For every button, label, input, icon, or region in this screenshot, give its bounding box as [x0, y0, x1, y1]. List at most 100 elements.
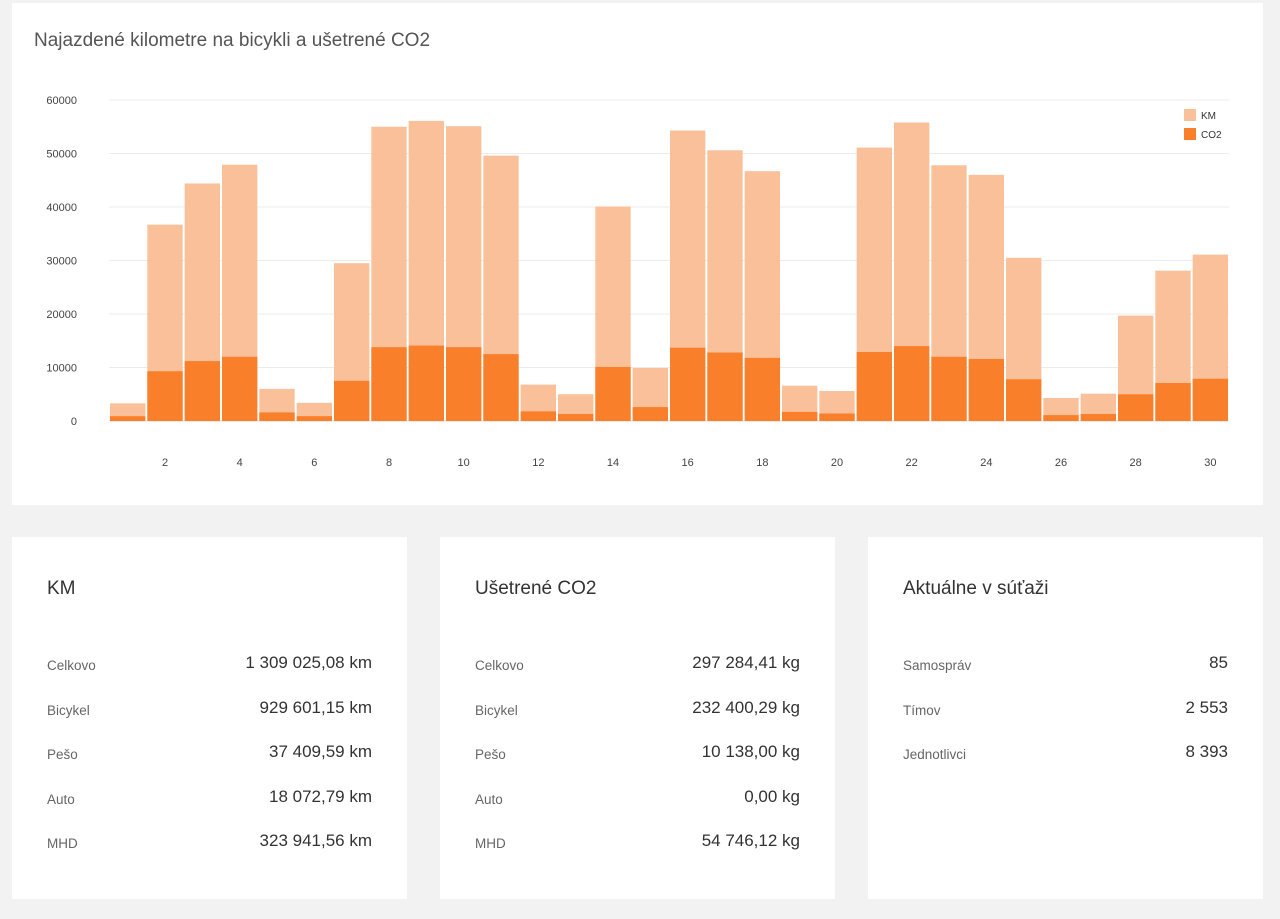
- km-row-car: Auto 18 072,79 km: [47, 787, 372, 811]
- km-row-bike: Bicykel 929 601,15 km: [47, 698, 372, 722]
- bar-co2: [222, 356, 258, 421]
- stat-value: 18 072,79 km: [268, 787, 372, 806]
- co2-row-bike: Bicykel 232 400,29 kg: [475, 698, 800, 722]
- chart-title: Najazdené kilometre na bicykli a ušetren…: [34, 30, 431, 51]
- bar-co2: [819, 413, 855, 421]
- co2-card-title: Ušetrené CO2: [475, 578, 597, 599]
- bar-co2: [931, 356, 967, 421]
- bar-co2: [632, 407, 668, 421]
- legend-swatch: [1184, 109, 1196, 121]
- bar-co2: [184, 361, 220, 421]
- x-tick-label: 22: [906, 457, 918, 469]
- bar-co2: [1155, 383, 1191, 421]
- x-tick-label: 10: [458, 457, 470, 469]
- stat-label: Auto: [47, 792, 75, 807]
- km-card-title: KM: [47, 578, 76, 599]
- bar-co2: [782, 411, 818, 421]
- legend-label: CO2: [1201, 130, 1222, 141]
- stat-label: Auto: [475, 792, 503, 807]
- legend-label: KM: [1201, 111, 1216, 122]
- y-tick-label: 0: [71, 416, 77, 428]
- bar-co2: [334, 380, 370, 421]
- stat-label: Bicykel: [475, 703, 518, 718]
- contest-card: Aktuálne v súťaži Samospráv 85 Tímov 2 5…: [868, 537, 1263, 899]
- co2-row-car: Auto 0,00 kg: [475, 787, 800, 811]
- bar-co2: [259, 412, 295, 421]
- bar-co2: [707, 352, 743, 421]
- bar-co2: [1118, 394, 1154, 421]
- y-tick-label: 20000: [46, 309, 77, 321]
- stat-label: Pešo: [47, 747, 78, 762]
- bar-co2: [147, 371, 183, 421]
- x-tick-label: 28: [1130, 457, 1142, 469]
- x-tick-label: 6: [311, 457, 317, 469]
- x-tick-label: 16: [682, 457, 694, 469]
- km-card: KM Celkovo 1 309 025,08 km Bicykel 929 6…: [12, 537, 407, 899]
- stat-label: Pešo: [475, 747, 506, 762]
- km-row-total: Celkovo 1 309 025,08 km: [47, 653, 372, 677]
- bar-co2: [110, 416, 146, 421]
- x-tick-label: 24: [980, 457, 992, 469]
- contest-row-municipalities: Samospráv 85: [903, 653, 1228, 677]
- stat-value: 232 400,29 kg: [692, 698, 800, 717]
- stat-label: Celkovo: [475, 658, 524, 673]
- bar-co2: [744, 357, 780, 421]
- bar-co2: [446, 347, 482, 421]
- bar-co2: [1080, 414, 1116, 421]
- co2-row-transit: MHD 54 746,12 kg: [475, 831, 800, 855]
- stat-label: MHD: [475, 836, 506, 851]
- stat-label: Jednotlivci: [903, 747, 967, 762]
- bar-co2: [856, 351, 892, 421]
- bar-co2: [558, 414, 594, 421]
- y-tick-label: 40000: [46, 202, 77, 214]
- contest-card-title: Aktuálne v súťaži: [903, 578, 1049, 599]
- legend-swatch: [1184, 128, 1196, 140]
- bar-co2: [1043, 415, 1079, 421]
- co2-card: Ušetrené CO2 Celkovo 297 284,41 kg Bicyk…: [440, 537, 835, 899]
- stat-value: 85: [1209, 653, 1228, 672]
- bar-co2: [483, 354, 519, 421]
- stat-value: 297 284,41 kg: [692, 653, 800, 672]
- y-tick-label: 30000: [46, 256, 77, 268]
- co2-row-total: Celkovo 297 284,41 kg: [475, 653, 800, 677]
- bar-co2: [1192, 378, 1228, 421]
- stat-value: 8 393: [1185, 742, 1228, 761]
- contest-row-teams: Tímov 2 553: [903, 698, 1228, 722]
- stat-value: 2 553: [1185, 698, 1228, 717]
- stat-label: Bicykel: [47, 703, 90, 718]
- x-tick-label: 26: [1055, 457, 1067, 469]
- km-row-transit: MHD 323 941,56 km: [47, 831, 372, 855]
- co2-row-walk: Pešo 10 138,00 kg: [475, 742, 800, 766]
- x-tick-label: 8: [386, 457, 392, 469]
- x-tick-label: 4: [237, 457, 243, 469]
- stat-label: Samospráv: [903, 658, 972, 673]
- stat-value: 54 746,12 kg: [701, 831, 800, 850]
- stat-label: Celkovo: [47, 658, 96, 673]
- bar-co2: [1006, 379, 1042, 421]
- x-tick-label: 14: [607, 457, 619, 469]
- km-row-walk: Pešo 37 409,59 km: [47, 742, 372, 766]
- stat-value: 37 409,59 km: [268, 742, 372, 761]
- x-tick-label: 2: [162, 457, 168, 469]
- y-tick-label: 10000: [46, 363, 77, 375]
- x-tick-label: 20: [831, 457, 843, 469]
- stat-value: 10 138,00 kg: [701, 742, 800, 761]
- x-tick-label: 12: [532, 457, 544, 469]
- contest-row-individuals: Jednotlivci 8 393: [903, 742, 1228, 766]
- bar-co2: [296, 416, 332, 421]
- y-tick-label: 60000: [46, 95, 77, 107]
- stat-value: 0,00 kg: [744, 787, 800, 806]
- bar-co2: [595, 366, 631, 421]
- bar-co2: [670, 347, 706, 421]
- stat-value: 1 309 025,08 km: [245, 653, 372, 672]
- bar-co2: [894, 346, 930, 421]
- bar-co2: [968, 358, 1004, 421]
- bar-co2: [408, 345, 444, 421]
- stat-value: 323 941,56 km: [259, 831, 372, 850]
- x-tick-label: 18: [756, 457, 768, 469]
- stat-value: 929 601,15 km: [259, 698, 372, 717]
- chart-card: Najazdené kilometre na bicykli a ušetren…: [12, 3, 1263, 505]
- y-tick-label: 50000: [46, 149, 77, 161]
- bar-co2: [520, 411, 556, 421]
